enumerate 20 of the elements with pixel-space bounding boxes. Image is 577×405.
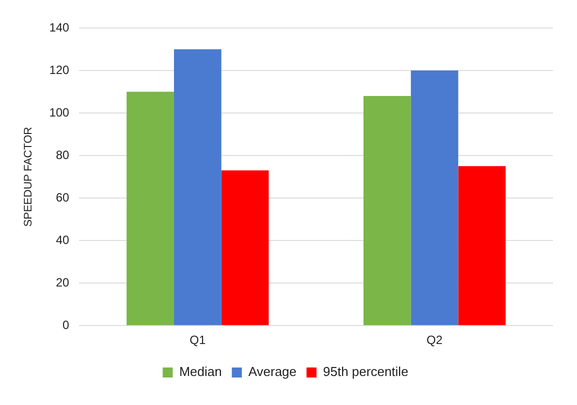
legend-label: Average [248,364,297,380]
bar [410,70,458,326]
x-tick-label: Q1 [190,333,206,348]
y-tick-label: 100 [49,105,70,120]
y-tick-label: 120 [49,62,70,77]
bar [126,92,174,326]
y-tick-label: 20 [56,275,70,290]
bar [174,49,222,326]
legend-label: 95th percentile [323,364,408,380]
y-tick-label: 40 [56,232,70,247]
bar [458,166,506,326]
y-tick-label: 60 [56,190,70,204]
y-tick-label: 140 [49,20,70,34]
y-tick-label: 80 [56,148,70,162]
x-tick-label: Q2 [426,333,443,348]
bar [221,170,269,326]
y-tick-label: 0 [62,318,70,332]
legend-label: Median [179,364,222,380]
y-axis-title: SPEEDUP FACTOR [22,126,35,227]
bar [363,96,411,326]
